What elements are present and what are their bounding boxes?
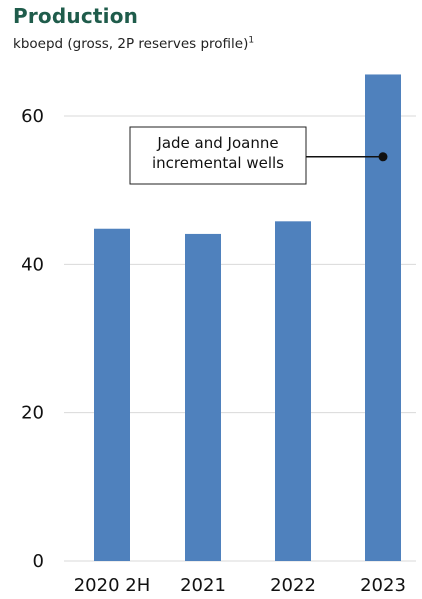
annotation-text-line-2: incremental wells bbox=[152, 154, 284, 172]
x-tick-label-2021: 2021 bbox=[180, 575, 226, 596]
x-tick-label-2023: 2023 bbox=[360, 575, 406, 596]
y-tick-label-60: 60 bbox=[21, 106, 44, 127]
bar-2023 bbox=[365, 74, 401, 561]
chart-subtitle: kboepd (gross, 2P reserves profile)1 bbox=[13, 36, 254, 52]
x-tick-label-2020-2h: 2020 2H bbox=[74, 575, 151, 596]
y-tick-label-20: 20 bbox=[21, 403, 44, 424]
footnote-marker: 1 bbox=[248, 35, 255, 46]
bar-2022 bbox=[275, 221, 311, 562]
subtitle-text: kboepd (gross, 2P reserves profile) bbox=[13, 36, 249, 52]
annotation-text-line-1: Jade and Joanne bbox=[156, 134, 278, 152]
annotation-box bbox=[129, 126, 307, 185]
bar-2020-2h bbox=[94, 228, 130, 561]
y-tick-label-40: 40 bbox=[21, 254, 44, 275]
chart-title: Production bbox=[13, 4, 139, 28]
bar-2021 bbox=[185, 233, 221, 562]
y-tick-label-0: 0 bbox=[33, 551, 44, 572]
annotation-marker-dot bbox=[378, 152, 388, 162]
x-tick-label-2022: 2022 bbox=[270, 575, 316, 596]
